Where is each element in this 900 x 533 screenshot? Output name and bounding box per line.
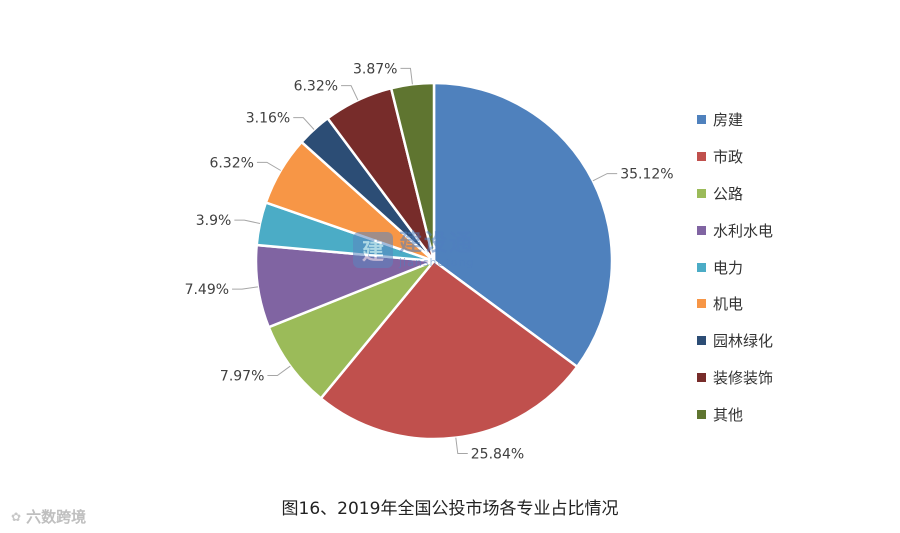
legend-item-7: 装修装饰 — [697, 359, 837, 396]
legend-item-2: 公路 — [697, 175, 837, 212]
data-label-5: 6.32% — [209, 155, 253, 171]
legend-label-8: 其他 — [713, 406, 744, 425]
lotus-icon: ✿ — [11, 509, 22, 524]
data-label-8: 3.87% — [353, 61, 397, 77]
data-label-3: 7.49% — [185, 282, 229, 298]
leader-line-0 — [592, 173, 618, 182]
data-label-1: 25.84% — [471, 447, 524, 463]
center-watermark: 建 建设通 jianshetong — [353, 232, 474, 268]
legend-label-6: 园林绿化 — [713, 332, 774, 351]
legend-item-6: 园林绿化 — [697, 322, 837, 359]
data-label-2: 7.97% — [220, 369, 264, 385]
legend-swatch-5 — [697, 299, 706, 309]
leader-line-1 — [455, 437, 468, 455]
legend-label-4: 电力 — [713, 258, 744, 277]
data-label-7: 6.32% — [294, 79, 338, 95]
data-label-6: 3.16% — [246, 111, 290, 127]
leader-line-3 — [232, 286, 258, 290]
watermark-subtitle: jianshetong — [399, 256, 475, 269]
legend-item-0: 房建 — [697, 101, 837, 138]
leader-line-4 — [234, 219, 261, 224]
legend-item-1: 市政 — [697, 138, 837, 175]
legend-label-0: 房建 — [713, 110, 744, 129]
legend-label-7: 装修装饰 — [713, 369, 774, 388]
data-label-4: 3.9% — [196, 213, 232, 229]
legend-label-2: 公路 — [713, 184, 744, 203]
legend-label-1: 市政 — [713, 147, 744, 166]
leader-line-5 — [256, 161, 281, 171]
chart-title: 图16、2019年全国公投市场各专业占比情况 — [281, 499, 619, 519]
legend-swatch-3 — [697, 225, 706, 235]
legend-swatch-4 — [697, 262, 706, 272]
brand-watermark-text: 六数跨境 — [26, 508, 87, 526]
brand-watermark: ✿ 六数跨境 — [11, 506, 86, 527]
legend-swatch-1 — [697, 151, 706, 161]
chart-legend: 房建市政公路水利水电电力机电园林绿化装修装饰其他 — [697, 101, 837, 433]
data-label-0: 35.12% — [620, 167, 673, 183]
legend-item-3: 水利水电 — [697, 212, 837, 249]
watermark-name: 建设通 — [399, 230, 474, 256]
legend-label-5: 机电 — [713, 295, 744, 314]
legend-swatch-8 — [697, 410, 706, 420]
legend-item-5: 机电 — [697, 285, 837, 322]
legend-item-8: 其他 — [697, 396, 837, 433]
leader-line-8 — [400, 67, 413, 85]
legend-swatch-0 — [697, 114, 706, 124]
pie-slice-2 — [267, 259, 435, 401]
legend-swatch-6 — [697, 336, 706, 346]
leader-line-7 — [341, 85, 359, 101]
watermark-logo-icon: 建 — [353, 232, 393, 268]
pie-slice-8 — [389, 81, 436, 262]
leader-line-6 — [293, 117, 315, 130]
leader-line-2 — [267, 365, 291, 377]
legend-swatch-7 — [697, 373, 706, 383]
legend-label-3: 水利水电 — [713, 221, 774, 240]
legend-swatch-2 — [697, 188, 706, 198]
legend-item-4: 电力 — [697, 249, 837, 286]
